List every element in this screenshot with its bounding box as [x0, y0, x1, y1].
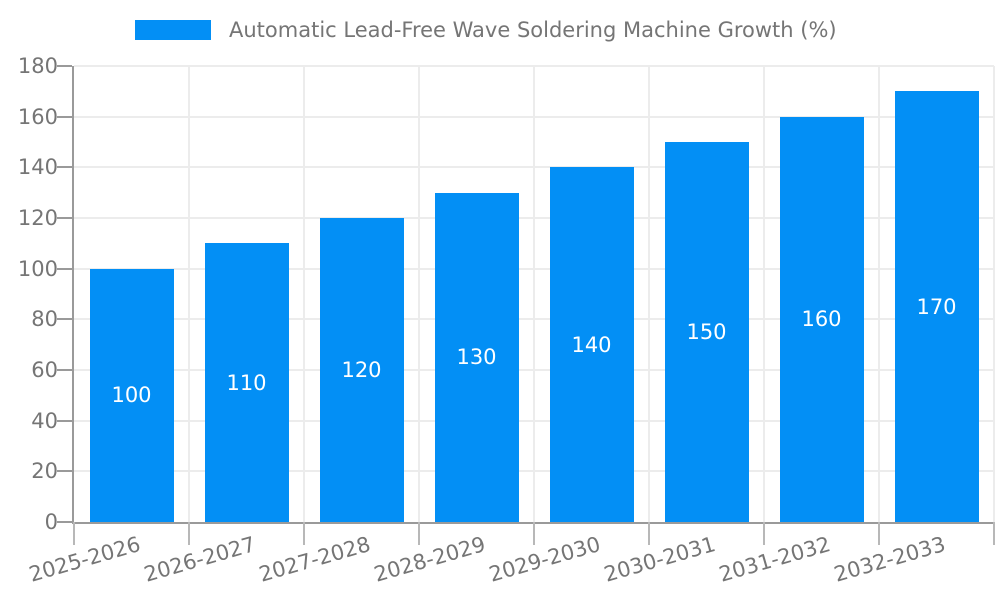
- y-tick-label: 120: [17, 206, 58, 230]
- legend[interactable]: Automatic Lead-Free Wave Soldering Machi…: [135, 18, 837, 42]
- legend-label: Automatic Lead-Free Wave Soldering Machi…: [229, 18, 837, 42]
- x-gridline: [763, 66, 765, 522]
- x-gridline: [533, 66, 535, 522]
- x-tick: [533, 522, 535, 545]
- legend-swatch: [135, 20, 211, 40]
- y-tick-label: 180: [17, 54, 58, 78]
- bar-value-label: 160: [801, 307, 842, 332]
- bar[interactable]: 160: [779, 116, 864, 522]
- y-tick-label: 80: [31, 307, 58, 332]
- bar[interactable]: 120: [319, 218, 404, 522]
- x-tick: [303, 522, 305, 545]
- bar[interactable]: 100: [89, 268, 174, 522]
- bar-value-label: 130: [456, 345, 497, 370]
- x-gridline: [648, 66, 650, 522]
- x-tick-label: 2028-2029: [371, 532, 489, 587]
- x-tick: [878, 522, 880, 545]
- x-tick-label: 2030-2031: [601, 532, 719, 587]
- y-tick: [57, 267, 72, 270]
- x-tick-label: 2026-2027: [141, 532, 259, 587]
- x-tick-label: 2027-2028: [256, 532, 374, 587]
- x-tick-label: 2025-2026: [26, 532, 144, 587]
- y-tick-label: 100: [17, 256, 58, 281]
- y-tick: [57, 521, 72, 523]
- x-tick: [73, 522, 75, 545]
- y-tick: [57, 65, 72, 67]
- x-gridline: [878, 66, 880, 522]
- bar[interactable]: 130: [434, 192, 519, 522]
- y-tick: [57, 419, 72, 422]
- bar-value-label: 110: [226, 370, 267, 395]
- bar[interactable]: 150: [664, 142, 749, 522]
- x-tick-label: 2031-2032: [716, 532, 834, 587]
- bar[interactable]: 170: [894, 91, 979, 522]
- bar-value-label: 100: [111, 383, 152, 408]
- x-tick-label: 2029-2030: [486, 532, 604, 587]
- bar-value-label: 170: [916, 294, 957, 319]
- y-tick-label: 0: [44, 510, 58, 534]
- x-tick: [418, 522, 420, 545]
- y-tick-label: 160: [17, 104, 58, 129]
- y-tick: [57, 115, 72, 118]
- y-tick: [57, 217, 72, 219]
- y-tick: [57, 166, 72, 169]
- x-tick-label: 2032-2033: [831, 532, 949, 587]
- x-tick: [993, 522, 995, 545]
- y-tick-label: 20: [31, 459, 58, 484]
- x-tick: [188, 522, 190, 545]
- y-tick: [57, 470, 72, 473]
- y-tick: [57, 318, 72, 321]
- x-tick: [763, 522, 765, 545]
- x-tick: [648, 522, 650, 545]
- y-tick-label: 60: [31, 358, 58, 382]
- x-gridline: [303, 66, 305, 522]
- y-tick: [57, 369, 72, 371]
- x-gridline: [993, 66, 995, 522]
- y-tick-label: 40: [31, 408, 58, 433]
- bar-value-label: 150: [686, 320, 727, 344]
- x-gridline: [188, 66, 190, 522]
- bar[interactable]: 140: [549, 167, 634, 522]
- plot-area: 0 20 40 60 80 100 120 140 160 180 100 2025-2026 110 2…: [18, 54, 995, 587]
- bar-value-label: 120: [341, 358, 382, 382]
- bar-value-label: 140: [571, 332, 612, 357]
- x-gridline: [418, 66, 420, 522]
- bar[interactable]: 110: [204, 243, 289, 522]
- y-tick-label: 140: [17, 155, 58, 180]
